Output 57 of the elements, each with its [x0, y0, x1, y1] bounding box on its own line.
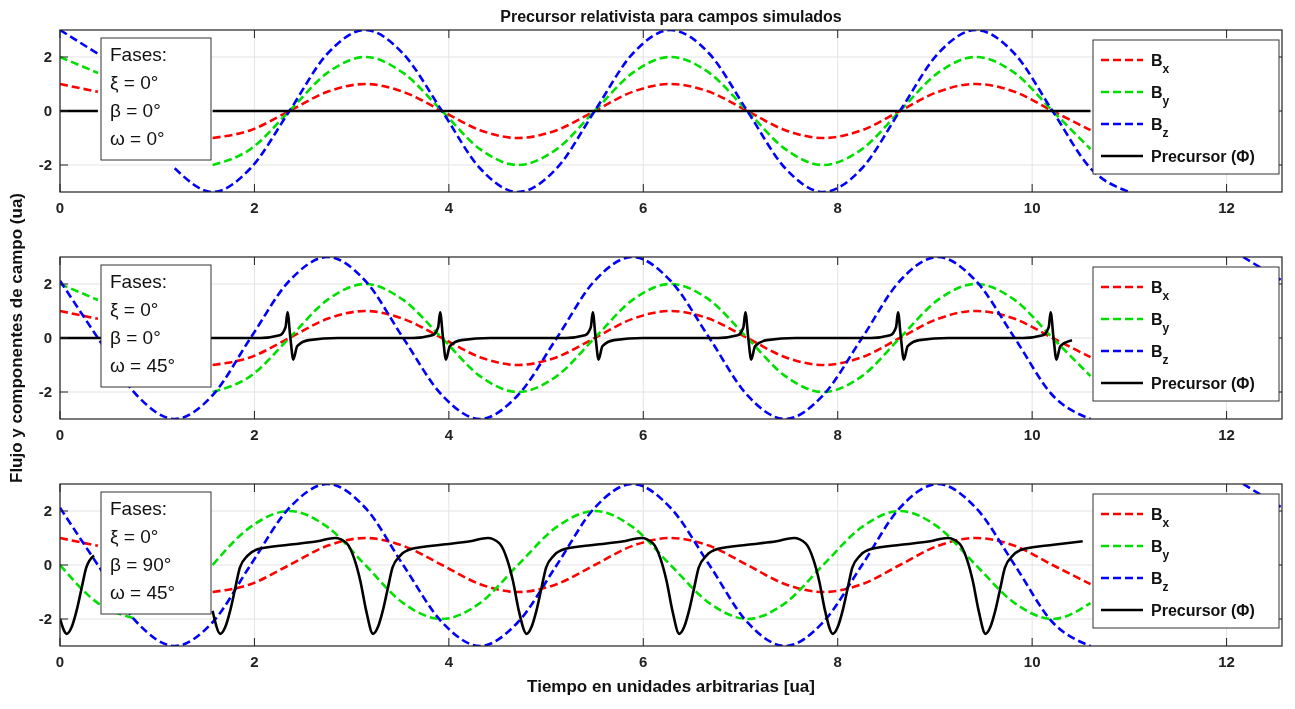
y-tick-label: 0 [43, 556, 52, 573]
x-tick-label: 6 [639, 426, 648, 443]
x-tick-label: 12 [1218, 199, 1235, 216]
annotation: ξ = 0° [110, 72, 159, 93]
x-tick-label: 10 [1023, 653, 1041, 670]
y-tick-label: -2 [38, 383, 52, 400]
y-tick-label: 0 [43, 102, 52, 119]
x-tick-label: 2 [250, 199, 259, 216]
y-tick-label: 2 [43, 275, 52, 292]
legend-label: Precursor (Φ) [1151, 602, 1255, 619]
x-tick-label: 4 [444, 426, 454, 443]
annotation: ω = 45° [110, 582, 176, 603]
x-tick-label: 6 [639, 653, 648, 670]
y-tick-label: -2 [38, 156, 52, 173]
x-tick-label: 12 [1218, 653, 1235, 670]
x-tick-label: 4 [444, 199, 454, 216]
legend-label: B$_{z}$ [1151, 570, 1169, 594]
legend-label: B$_{x}$ [1151, 279, 1170, 303]
annotation: β = 90° [110, 554, 172, 575]
annotation: ξ = 0° [110, 299, 159, 320]
chart-title: Precursor relativista para campos simulados [500, 8, 842, 25]
y-tick-label: 2 [43, 48, 52, 65]
annotation: Fases: [110, 498, 168, 519]
x-tick-label: 8 [833, 426, 842, 443]
y-tick-label: 2 [43, 502, 52, 519]
x-tick-label: 12 [1218, 426, 1235, 443]
x-tick-label: 8 [833, 199, 842, 216]
x-tick-label: 2 [250, 426, 259, 443]
x-tick-label: 0 [55, 426, 65, 443]
x-tick-label: 6 [639, 199, 648, 216]
x-tick-label: 10 [1023, 199, 1041, 216]
y-axis-title: Flujo y componentes de campo (ua) [7, 193, 26, 483]
y-tick-label: -2 [38, 610, 52, 627]
x-axis-title: Tiempo en unidades arbitrarias [ua] [527, 677, 815, 696]
legend-label: B$_{y}$ [1151, 538, 1170, 562]
annotation: Fases: [110, 271, 168, 292]
legend-label: B$_{y}$ [1151, 84, 1170, 108]
annotation: ω = 45° [110, 355, 176, 376]
x-tick-label: 0 [55, 199, 65, 216]
legend-label: B$_{x}$ [1151, 506, 1170, 530]
annotation: ξ = 0° [110, 526, 159, 547]
x-tick-label: 8 [833, 653, 842, 670]
x-tick-label: 4 [444, 653, 454, 670]
annotation: β = 0° [110, 100, 161, 121]
annotation: β = 0° [110, 327, 161, 348]
legend-label: B$_{z}$ [1151, 343, 1169, 367]
annotation: ω = 0° [110, 128, 165, 149]
legend-label: B$_{x}$ [1151, 52, 1170, 76]
x-tick-label: 0 [55, 653, 65, 670]
legend-label: B$_{y}$ [1151, 311, 1170, 335]
x-tick-label: 10 [1023, 426, 1041, 443]
x-tick-label: 2 [250, 653, 259, 670]
annotation: Fases: [110, 44, 168, 65]
y-tick-label: 0 [43, 329, 52, 346]
legend-label: Precursor (Φ) [1151, 148, 1255, 165]
legend-label: B$_{z}$ [1151, 116, 1169, 140]
legend-label: Precursor (Φ) [1151, 375, 1255, 392]
